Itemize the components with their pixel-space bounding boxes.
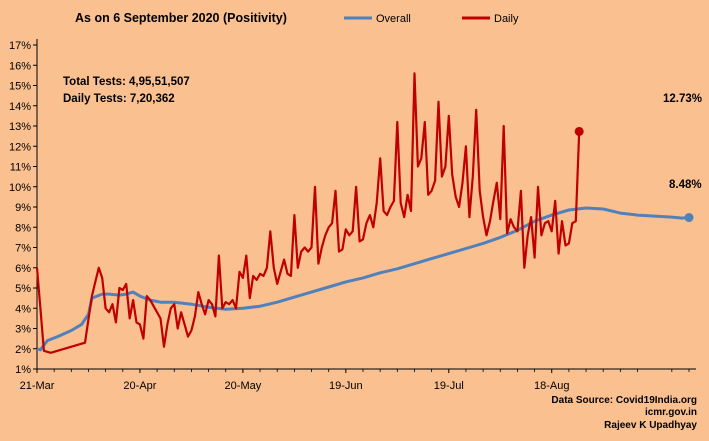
y-tick-label: 5% <box>15 283 31 295</box>
y-tick-label: 11% <box>10 162 31 174</box>
y-tick-label: 7% <box>15 243 31 255</box>
overall-end-marker <box>684 213 694 223</box>
daily-tests-annotation: Daily Tests: 7,20,362 <box>63 93 175 105</box>
y-tick-label: 6% <box>15 263 31 275</box>
legend-overall-label: Overall <box>376 13 411 25</box>
y-tick-label: 15% <box>9 81 31 93</box>
y-tick-label: 13% <box>9 121 31 133</box>
source-line-3: Rajeev K Upadhyay <box>604 420 697 431</box>
legend: Overall Daily <box>344 13 519 25</box>
source-line-2: icmr.gov.in <box>645 407 697 418</box>
series-layer <box>35 72 694 354</box>
y-tick-label: 9% <box>15 202 31 214</box>
y-tick-label: 17% <box>9 40 31 52</box>
y-tick-label: 8% <box>15 222 31 234</box>
overall-last-value-label: 8.48% <box>669 179 702 191</box>
y-tick-label: 14% <box>9 101 31 113</box>
y-tick-label: 16% <box>9 60 31 72</box>
y-tick-label: 1% <box>15 364 31 376</box>
series-line-overall <box>36 206 690 352</box>
source-line-1: Data Source: Covid19India.org <box>551 395 697 406</box>
y-tick-label: 3% <box>15 324 31 336</box>
x-tick-label: 19-Jul <box>434 380 464 392</box>
y-tick-label: 10% <box>9 182 31 194</box>
legend-daily-label: Daily <box>494 13 519 25</box>
daily-end-marker <box>574 126 584 136</box>
chart-title: As on 6 September 2020 (Positivity) <box>75 11 287 25</box>
x-tick-label: 20-May <box>225 380 262 392</box>
total-tests-annotation: Total Tests: 4,95,51,507 <box>63 76 190 88</box>
y-tick-label: 2% <box>15 344 31 356</box>
x-tick-label: 20-Apr <box>123 380 156 392</box>
series-line-daily <box>35 72 581 354</box>
axes: 1% 2% 3% 4% 5% 6% 7% 8% 9% 10% 11% 12% 13% 14% 15% 16% 1… <box>9 39 696 392</box>
daily-last-value-label: 12.73% <box>663 93 702 105</box>
x-tick-label: 21-Mar <box>20 380 55 392</box>
y-tick-label: 12% <box>9 141 31 153</box>
y-tick-label: 4% <box>15 303 31 315</box>
x-tick-label: 18-Aug <box>534 380 569 392</box>
x-tick-label: 19-Jun <box>329 380 363 392</box>
